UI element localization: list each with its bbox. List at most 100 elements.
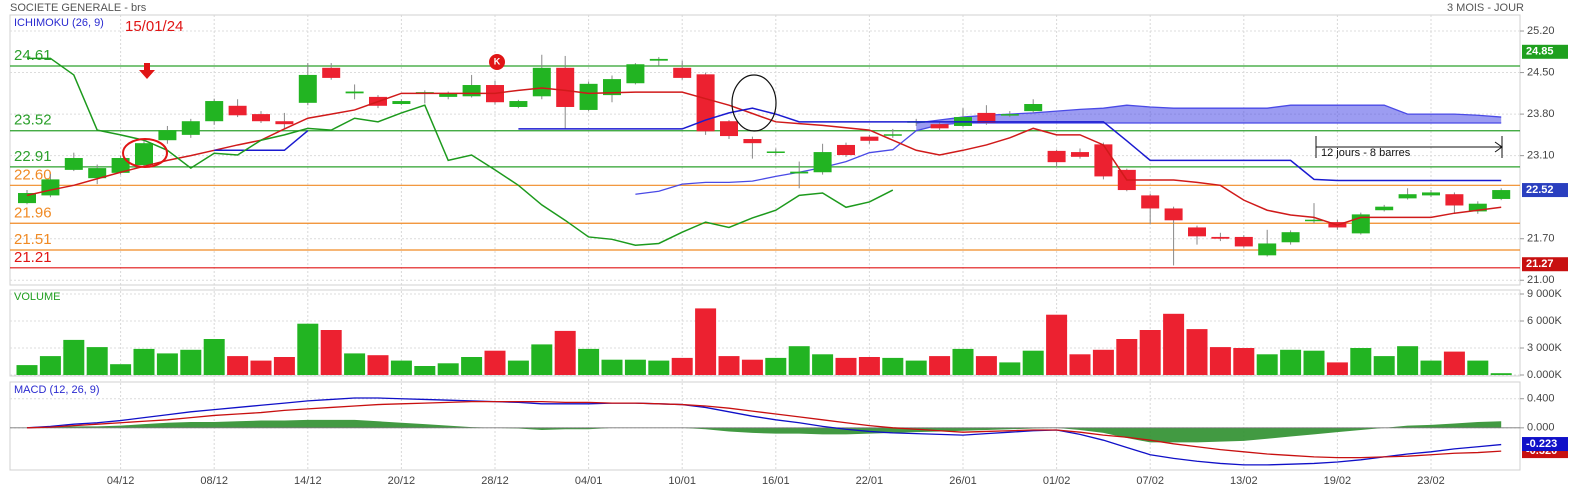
- y-tick-label: 9 000K: [1527, 288, 1563, 300]
- candle-body: [1211, 236, 1230, 239]
- volume-bar: [1209, 347, 1231, 375]
- volume-bar: [1326, 362, 1348, 375]
- candle-body: [1164, 208, 1183, 221]
- x-tick-label: 14/12: [294, 475, 322, 487]
- price-tag: [1522, 257, 1568, 272]
- price-tag: [1522, 44, 1568, 59]
- price-tag-label: 24.85: [1526, 46, 1554, 58]
- candle-body: [1071, 152, 1089, 157]
- volume-bar: [999, 362, 1021, 375]
- candle-body: [252, 114, 270, 122]
- candle-body: [1492, 190, 1511, 199]
- x-tick-label: 22/01: [856, 475, 884, 487]
- candle-body: [813, 152, 832, 173]
- volume-bar: [1092, 349, 1114, 375]
- candle-body: [111, 158, 130, 173]
- candle-body: [673, 67, 692, 78]
- date-note: 15/01/24: [125, 18, 183, 35]
- candle-body: [205, 101, 224, 122]
- cloud-edge: [635, 122, 1502, 195]
- volume-bar: [1490, 373, 1512, 375]
- volume-bar: [437, 363, 459, 375]
- x-tick-label: 19/02: [1324, 475, 1352, 487]
- indicator-line: [26, 87, 1502, 226]
- highlight-circle: [731, 74, 777, 132]
- volume-bar: [1256, 354, 1278, 375]
- volume-bar: [1069, 354, 1091, 375]
- candle-body: [743, 139, 762, 144]
- candle-body: [720, 121, 738, 137]
- volume-bar: [975, 356, 997, 375]
- volume-bar: [1420, 360, 1442, 375]
- candle-body: [439, 93, 458, 97]
- candle-body: [1281, 232, 1300, 243]
- candle-body: [837, 144, 855, 156]
- volume-bar: [858, 357, 880, 375]
- volume-bar: [1233, 348, 1255, 375]
- level-label: 24.61: [14, 47, 52, 64]
- y-tick-label: 0.400: [1527, 393, 1555, 405]
- x-tick-label: 10/01: [668, 475, 696, 487]
- candle-body: [509, 101, 528, 107]
- indicator-line: [27, 57, 894, 246]
- candle-body: [322, 67, 341, 78]
- x-tick-label: 04/12: [107, 475, 135, 487]
- volume-bar: [554, 330, 576, 375]
- highlight-circle: [122, 138, 168, 168]
- volume-bar: [812, 354, 834, 375]
- volume-bar: [63, 339, 85, 375]
- candle-body: [556, 67, 575, 107]
- volume-bar: [1280, 349, 1302, 375]
- chart-title: SOCIETE GENERALE - brs: [10, 2, 147, 14]
- price-tag: [1522, 437, 1568, 452]
- volume-bar: [390, 360, 412, 375]
- volume-bar: [695, 308, 717, 375]
- level-label: 21.51: [14, 231, 52, 248]
- volume-bar: [765, 357, 787, 375]
- candle-body: [158, 130, 177, 141]
- y-tick-label: 3 000K: [1527, 342, 1563, 354]
- volume-bar: [297, 323, 319, 375]
- candle-body: [1234, 236, 1253, 247]
- volume-bar: [320, 330, 342, 375]
- price-panel: [9, 14, 1521, 286]
- candle-body: [1375, 206, 1394, 211]
- candle-body: [64, 158, 83, 170]
- volume-bar: [671, 357, 693, 375]
- chart-subtitle: 3 MOIS - JOUR: [1447, 2, 1524, 14]
- volume-bar: [273, 357, 295, 375]
- y-tick-label: 24.50: [1527, 66, 1555, 78]
- candle-body: [1188, 227, 1206, 237]
- candle-body: [649, 58, 668, 61]
- volume-bar: [86, 347, 108, 375]
- x-tick-label: 08/12: [200, 475, 228, 487]
- candle-body: [603, 79, 621, 96]
- volume-bar: [741, 359, 763, 375]
- candle-body: [1468, 203, 1487, 212]
- candle-body: [1445, 194, 1464, 206]
- macd-panel: [9, 381, 1521, 471]
- volume-bar: [227, 356, 249, 375]
- candle-body: [790, 171, 809, 174]
- measure-note: 12 jours - 8 barres: [1321, 147, 1411, 159]
- annotations: SOCIETE GENERALE - brs 3 MOIS - JOUR ICH…: [10, 2, 1524, 396]
- volume-bar: [531, 344, 553, 375]
- volume-bar: [624, 359, 646, 375]
- candle-body: [135, 143, 153, 166]
- candle-body: [392, 101, 411, 105]
- x-tick-label: 16/01: [762, 475, 790, 487]
- volume-bar: [414, 366, 436, 375]
- candle-body: [860, 136, 879, 141]
- volume-bar: [1373, 356, 1395, 375]
- candle-body: [298, 74, 317, 103]
- volume-bar: [367, 355, 389, 375]
- price-tag-label: 22.52: [1526, 184, 1554, 196]
- level-label: 22.60: [14, 166, 52, 183]
- candle-body: [532, 67, 551, 97]
- volume-bar: [601, 359, 623, 375]
- level-label: 21.21: [14, 249, 52, 266]
- cloud: [916, 105, 1502, 131]
- x-tick-label: 04/01: [575, 475, 603, 487]
- volume-bar: [484, 350, 506, 375]
